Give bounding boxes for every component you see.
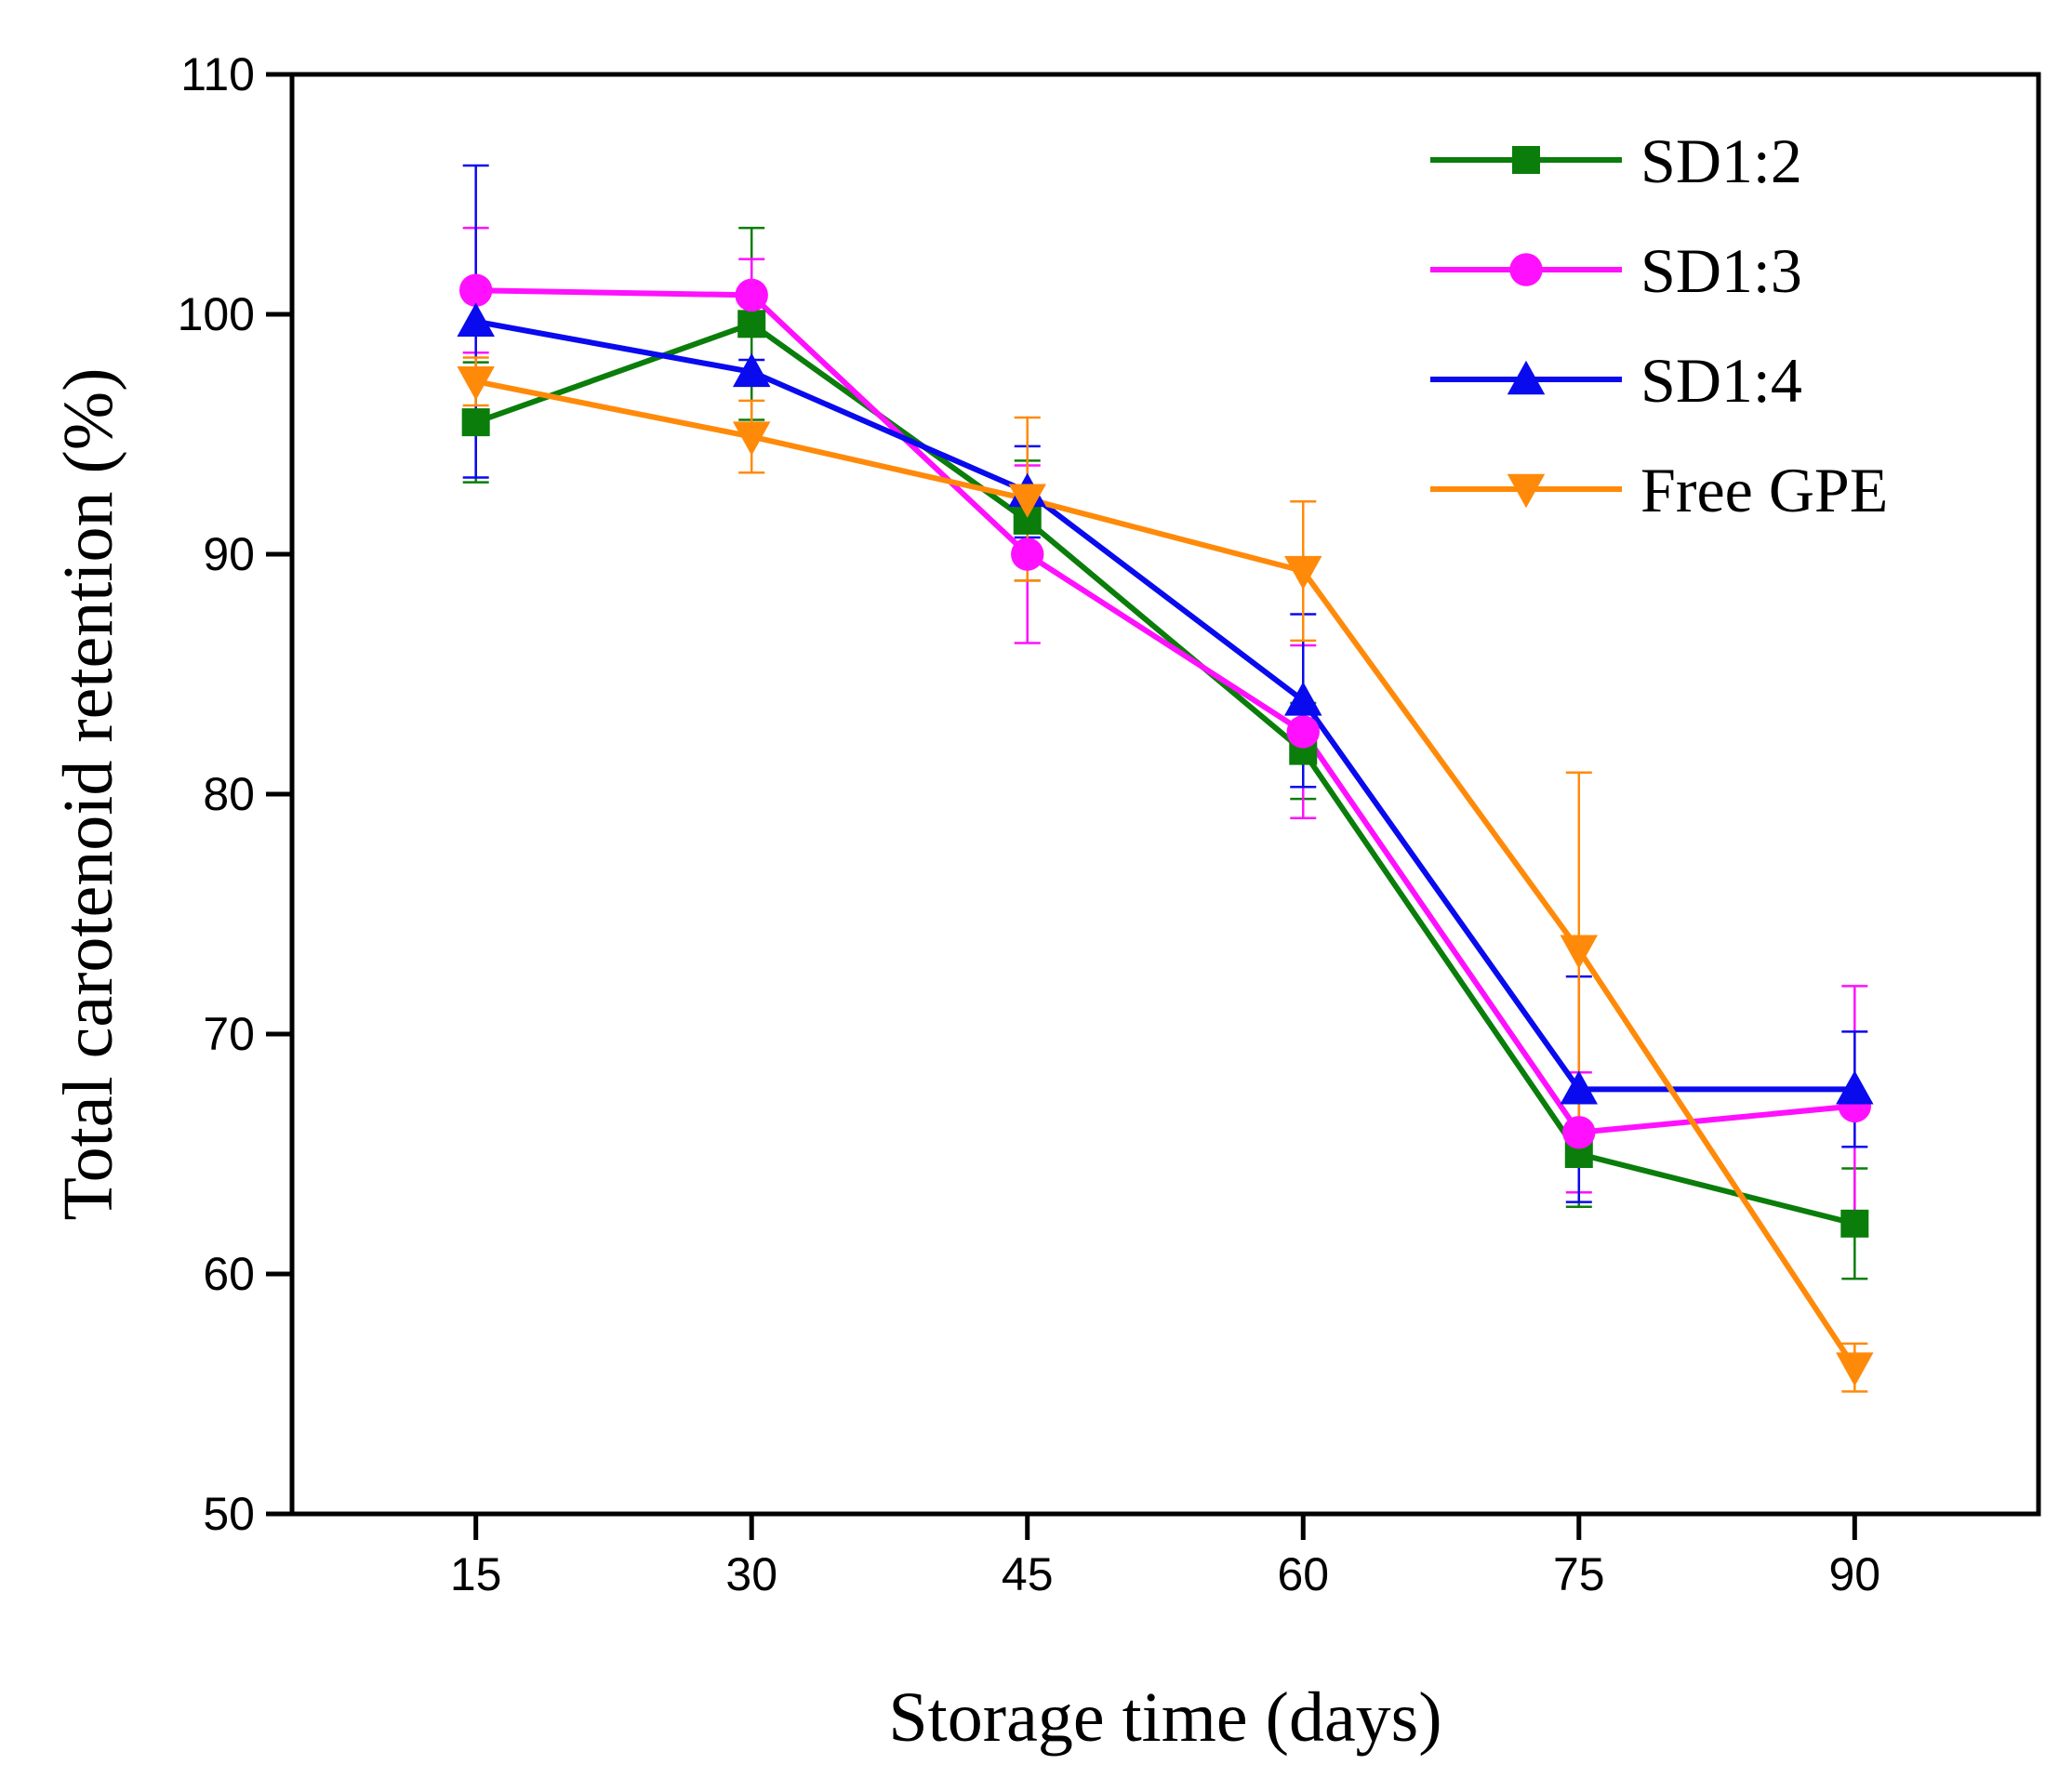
data-point-sd1-3 xyxy=(1562,1116,1596,1149)
data-point-sd1-4 xyxy=(732,352,771,388)
data-point-free-gpe xyxy=(1836,1352,1874,1387)
series-line-free-gpe xyxy=(475,378,1857,1370)
data-point-free-gpe xyxy=(732,421,771,456)
legend: SD1:2 SD1:3 SD1:4 Free GPE xyxy=(1430,126,1888,525)
data-point-sd1-4 xyxy=(1284,682,1322,716)
x-tick-label: 30 xyxy=(725,1548,777,1600)
axes: 50 60 70 80 90 100 110 15 30 45 60 75 90 xyxy=(178,48,1881,1600)
legend-item: SD1:4 xyxy=(1430,345,1802,416)
y-tick-label: 90 xyxy=(203,528,255,580)
legend-marker xyxy=(1507,360,1546,395)
legend-marker xyxy=(1512,146,1540,174)
data-point-sd1-4 xyxy=(1560,1070,1599,1105)
data-point-free-gpe xyxy=(1284,555,1322,590)
data-point-sd1-2 xyxy=(461,408,490,437)
x-tick-label: 15 xyxy=(450,1548,502,1600)
y-tick-label: 70 xyxy=(203,1008,255,1060)
data-point-sd1-4 xyxy=(1836,1070,1874,1105)
series-line-sd1-3 xyxy=(475,287,1855,1135)
data-point-sd1-3 xyxy=(458,273,493,307)
data-point-sd1-4 xyxy=(457,302,495,337)
legend-label: SD1:4 xyxy=(1640,345,1802,416)
legend-item: SD1:3 xyxy=(1430,235,1802,306)
y-tick-label: 80 xyxy=(203,768,255,820)
series-line-sd1-4 xyxy=(475,318,1855,1093)
y-tick-label: 100 xyxy=(178,288,255,340)
legend-label: Free GPE xyxy=(1640,455,1888,525)
data-point-free-gpe xyxy=(1008,484,1046,518)
legend-item: Free GPE xyxy=(1430,455,1888,525)
y-tick-label: 50 xyxy=(203,1488,255,1540)
legend-marker xyxy=(1507,473,1546,509)
series-markers xyxy=(457,273,1874,1387)
series-line-sd1-2 xyxy=(474,321,1856,1227)
data-point-sd1-3 xyxy=(1011,537,1044,571)
y-axis-title: Total carotenoid retention (%) xyxy=(49,368,127,1221)
y-tick-label: 60 xyxy=(203,1248,255,1300)
legend-item: SD1:2 xyxy=(1430,126,1802,196)
legend-label: SD1:2 xyxy=(1640,126,1802,196)
data-point-sd1-2 xyxy=(1840,1209,1869,1238)
data-point-free-gpe xyxy=(1560,935,1599,969)
legend-label: SD1:3 xyxy=(1640,235,1802,306)
x-axis-title: Storage time (days) xyxy=(888,1678,1441,1757)
data-point-free-gpe xyxy=(457,366,495,401)
data-point-sd1-2 xyxy=(737,310,766,338)
x-tick-label: 90 xyxy=(1829,1548,1881,1600)
x-tick-label: 60 xyxy=(1277,1548,1329,1600)
data-point-sd1-3 xyxy=(1286,715,1320,749)
y-tick-label: 110 xyxy=(180,48,255,100)
legend-marker xyxy=(1509,253,1543,286)
x-tick-label: 45 xyxy=(1002,1548,1054,1600)
x-tick-label: 75 xyxy=(1553,1548,1605,1600)
data-point-sd1-3 xyxy=(735,278,768,312)
series-lines xyxy=(474,287,1857,1370)
